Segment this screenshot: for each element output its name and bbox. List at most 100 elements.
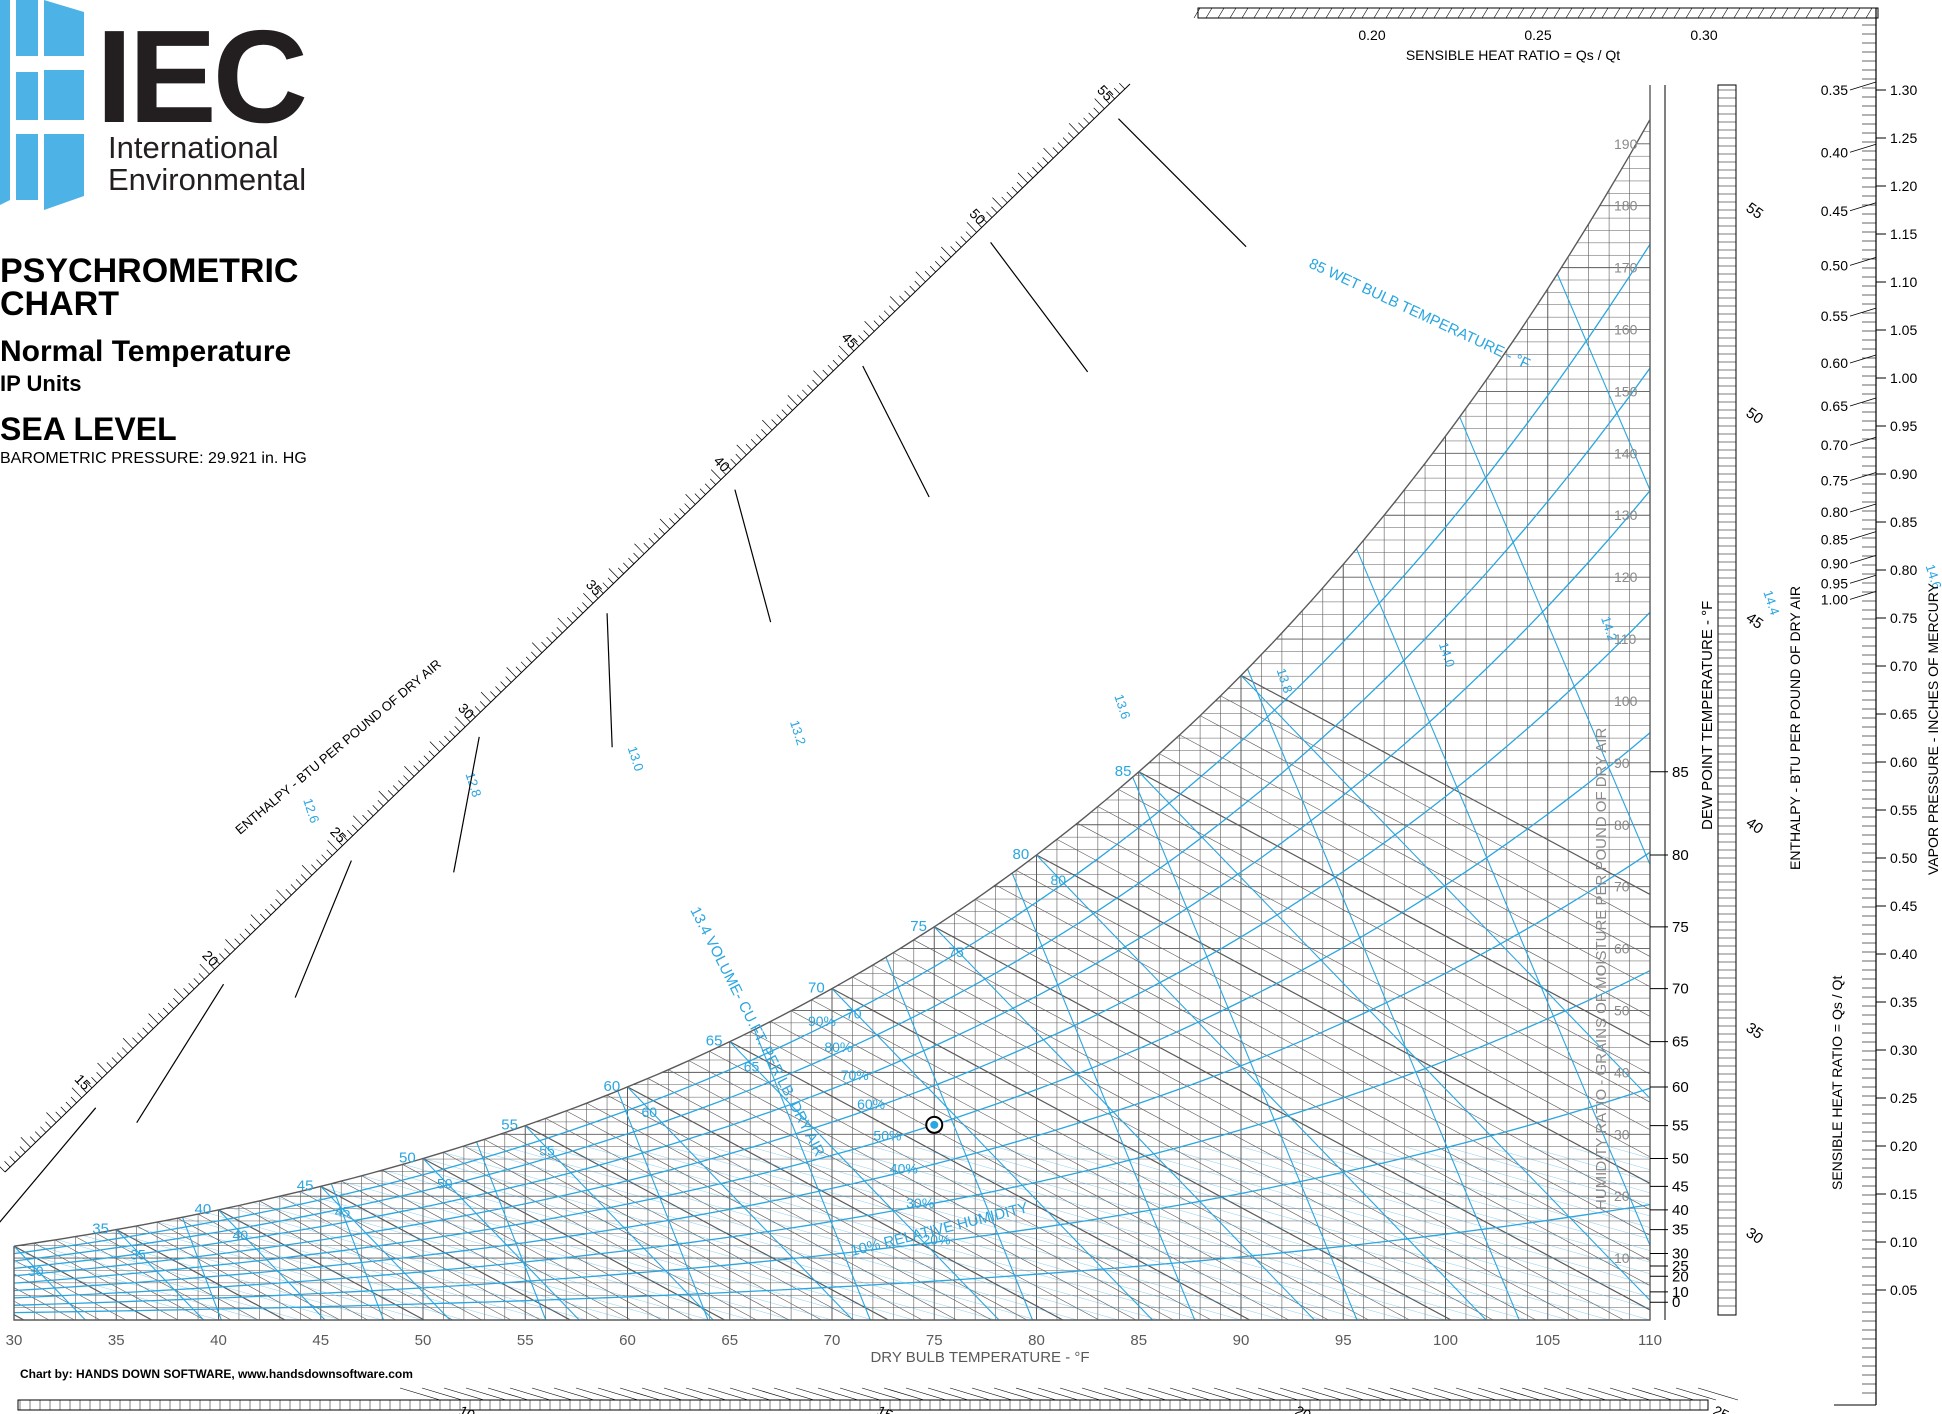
vapor-pressure-tick-label: 0.20 [1890,1138,1917,1154]
shr-top-tick [1253,7,1261,19]
enthalpy-left-tick [848,345,855,352]
enthalpy-bottom-diag [663,1387,705,1401]
enthalpy-left-tick [725,463,732,470]
enthalpy-fan-line [627,1146,1242,1320]
enthalpy-left-tick [413,765,420,772]
shr-top-tick [1205,7,1213,19]
chart-subtitle: Normal Temperature [0,335,292,368]
enthalpy-bottom-diag [1037,1387,1079,1401]
enthalpy-left-tick-label: 35 [583,576,605,598]
vapor-pressure-tick-label: 0.55 [1890,802,1917,818]
x-tick-label: 80 [1028,1332,1045,1349]
rh-curve [14,732,1650,1284]
enthalpy-left-tick [557,617,568,629]
wet-bulb-label: 50 [437,1175,453,1191]
enthalpy-left-tick [858,335,865,342]
enthalpy-guide-line [862,365,930,498]
shr-top-tick [1829,7,1837,19]
enthalpy-left-tick [873,320,880,327]
enthalpy-bottom-tick-label: 15 [875,1402,896,1414]
enthalpy-left-tick [70,1096,77,1104]
enthalpy-left-tick [556,626,563,634]
enthalpy-left-tick [941,246,952,258]
shr-top-tick [1529,7,1537,19]
enthalpy-left-tick [1119,82,1126,90]
enthalpy-left-tick [643,542,650,550]
enthalpy-fan-line [14,1146,424,1320]
rh-curve-label: 20% [923,1232,951,1248]
volume-line [1355,548,1650,1320]
enthalpy-left-tick [1062,137,1069,144]
dew-point-title: DEW POINT TEMPERATURE - °F [1699,601,1716,830]
enthalpy-guide-line [734,489,772,623]
enthalpy-left-tick [730,458,737,466]
humidity-ratio-tick-label: 40 [1614,1064,1630,1080]
vapor-pressure-tick-label: 1.00 [1890,370,1917,386]
enthalpy-gridline [95,1232,259,1320]
rh-curve-label: 40% [890,1160,918,1176]
enthalpy-left-tick [132,1037,139,1044]
enthalpy-left-tick [633,552,640,560]
vapor-pressure-tick-label: 0.80 [1890,562,1917,578]
enthalpy-left-tick [750,439,757,446]
humidity-ratio-tick-label: 50 [1614,1002,1630,1018]
enthalpy-left-tick [802,389,809,396]
enthalpy-gridline [709,1050,1212,1320]
shr-top-bar [1197,7,1879,19]
enthalpy-left-tick [597,587,604,594]
enthalpy-left-tick-label: 25 [327,824,349,846]
enthalpy-gridline [197,1213,397,1320]
x-tick-label: 110 [1638,1332,1662,1349]
enthalpy-left-tick [208,963,215,970]
enthalpy-fan-line [422,1146,1037,1320]
volume-tick-label: 13.6 [1111,692,1133,721]
enthalpy-left-tick [116,1052,123,1059]
wet-bulb-line [115,1229,205,1320]
enthalpy-fan-line [1281,1146,1650,1320]
enthalpy-left-tick [403,775,410,782]
enthalpy-left-tick [1001,196,1008,203]
enthalpy-left-tick [301,864,313,876]
enthalpy-left-tick [0,1166,6,1173]
enthalpy-left-tick [1042,157,1049,164]
enthalpy-gridline [218,1209,425,1320]
volume-line [885,956,1034,1320]
enthalpy-fan-line [300,1146,914,1320]
enthalpy-bottom-diag [993,1387,1035,1401]
enthalpy-left-tick [571,612,578,619]
wet-bulb-line [422,1158,580,1320]
enthalpy-bottom-diag [1081,1387,1123,1401]
enthalpy-right-bar [1717,84,1737,1316]
enthalpy-fan-line [586,1146,1201,1320]
enthalpy-left-tick [377,800,384,807]
enthalpy-bottom-diag [619,1387,661,1401]
enthalpy-left-tick [1108,92,1115,100]
enthalpy-bottom-diag [1323,1387,1365,1401]
plot-outline [13,85,1651,1321]
enthalpy-left-tick [454,725,461,733]
enthalpy-left-tick [1011,186,1018,194]
shr-top-tick [1409,7,1417,19]
enthalpy-left-tick [699,488,706,495]
wet-bulb-label: 30 [28,1263,44,1279]
outline-layer [13,85,1651,1321]
volume-line [1011,872,1196,1320]
enthalpy-fan-line [668,1146,1282,1320]
shr-top-tick [1325,7,1333,19]
rh-curve [14,367,1650,1262]
vapor-pressure-tick-label: 0.70 [1890,658,1917,674]
volume-line [1556,273,1650,1320]
humidity-ratio-tick-label: 90 [1614,755,1630,771]
enthalpy-left-tick [1037,162,1044,169]
vapor-pressure-tick-label: 0.95 [1890,418,1917,434]
enthalpy-left-tick [173,988,185,1000]
enthalpy-gridline [954,913,1650,1320]
wet-bulb-label: 35 [130,1247,146,1263]
humidity-ratio-tick-label: 130 [1614,507,1638,523]
vapor-pressure-tick-label: 0.65 [1890,706,1917,722]
vapor-pressure-tick-label: 0.10 [1890,1234,1917,1250]
vapor-pressure-tick-label: 0.30 [1890,1042,1917,1058]
rh-curve-label: 30% [906,1195,934,1211]
enthalpy-gridline [688,1060,1174,1320]
logo-building-icon [0,0,84,210]
